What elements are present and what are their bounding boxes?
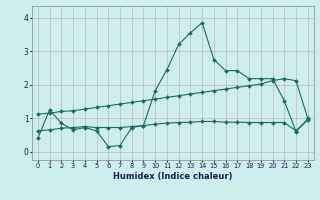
X-axis label: Humidex (Indice chaleur): Humidex (Indice chaleur) [113, 172, 233, 181]
